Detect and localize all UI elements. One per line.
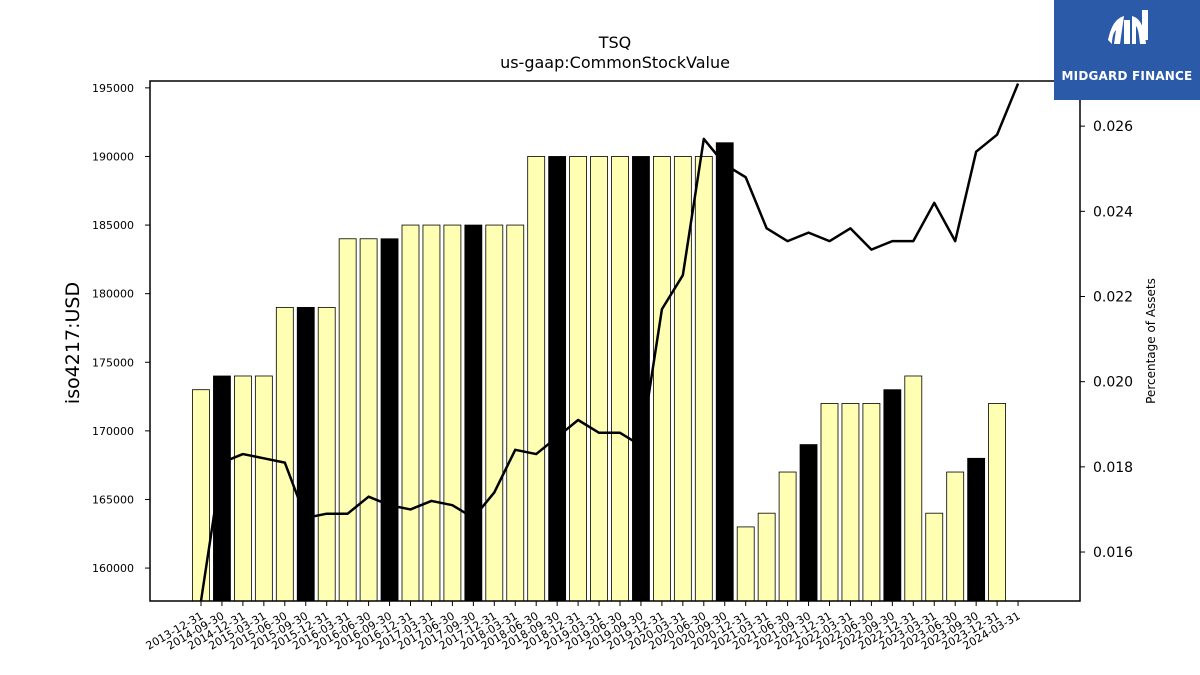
- bar: [338, 238, 357, 602]
- bar: [296, 306, 315, 602]
- bar: [715, 142, 734, 602]
- percentage-line: [199, 83, 1020, 602]
- y2-tick-label: 0.018: [1093, 460, 1133, 476]
- bar: [317, 306, 336, 602]
- chart-subtitle: us-gaap:CommonStockValue: [500, 53, 730, 72]
- bar: [506, 224, 525, 602]
- line-series: [199, 83, 1020, 602]
- bar: [233, 375, 252, 602]
- bar-series: [192, 142, 1006, 602]
- plot-frame: [149, 80, 1081, 602]
- bar: [443, 224, 462, 602]
- y-tick-label: 170000: [92, 425, 134, 438]
- y-axis: 160000 165000 170000 175000 180000 185000 1900…: [92, 82, 150, 575]
- chart-title: TSQ: [598, 33, 632, 52]
- bar: [946, 471, 965, 602]
- y-tick-label: 185000: [92, 219, 134, 232]
- bar: [967, 457, 986, 602]
- y2-tick-label: 0.020: [1093, 375, 1133, 391]
- bar: [862, 403, 881, 602]
- bar: [904, 375, 923, 602]
- bar: [464, 224, 483, 602]
- y2-tick-label: 0.022: [1093, 289, 1133, 305]
- y-tick-label: 175000: [92, 356, 134, 369]
- bar: [485, 224, 504, 602]
- bar: [401, 224, 420, 602]
- bar: [380, 238, 399, 602]
- bar: [736, 526, 755, 602]
- y2-tick-label: 0.024: [1093, 204, 1133, 220]
- bar: [820, 403, 839, 602]
- bar: [527, 156, 546, 602]
- y-axis-label: iso4217:USD: [62, 282, 84, 404]
- y2-axis-label: Percentage of Assets: [1144, 278, 1158, 404]
- brand-logo: MIDGARD FINANCE: [1054, 0, 1200, 100]
- midgard-logo-icon: [1108, 10, 1148, 44]
- bar: [841, 403, 860, 602]
- bar: [653, 156, 671, 602]
- bar: [925, 512, 944, 602]
- bar: [673, 156, 692, 602]
- y2-tick-label: 0.016: [1093, 545, 1133, 561]
- bar: [590, 156, 608, 602]
- bar: [778, 471, 797, 602]
- bar: [213, 375, 231, 602]
- y-tick-label: 180000: [92, 288, 134, 301]
- y-tick-label: 190000: [92, 150, 134, 163]
- bar: [883, 389, 902, 602]
- bar: [988, 403, 1006, 602]
- bar: [569, 156, 587, 602]
- y2-tick-label: 0.026: [1093, 119, 1133, 135]
- x-axis: 2013-12-312014-09-302014-12-312015-03-31…: [144, 601, 1023, 653]
- bar: [548, 156, 567, 602]
- y2-axis: 0.016 0.018 0.020 0.022 0.024 0.026: [1080, 119, 1133, 561]
- bar: [275, 306, 294, 602]
- bar: [359, 238, 378, 602]
- bar: [694, 156, 713, 602]
- y-tick-label: 165000: [92, 493, 134, 506]
- bar: [254, 375, 273, 602]
- bar: [799, 444, 818, 602]
- bar: [757, 512, 776, 602]
- bar: [632, 156, 650, 602]
- y-tick-label: 195000: [92, 82, 134, 95]
- logo-text: MIDGARD FINANCE: [1061, 69, 1193, 83]
- y-tick-label: 160000: [92, 562, 134, 575]
- bar: [611, 156, 629, 602]
- bar: [422, 224, 441, 602]
